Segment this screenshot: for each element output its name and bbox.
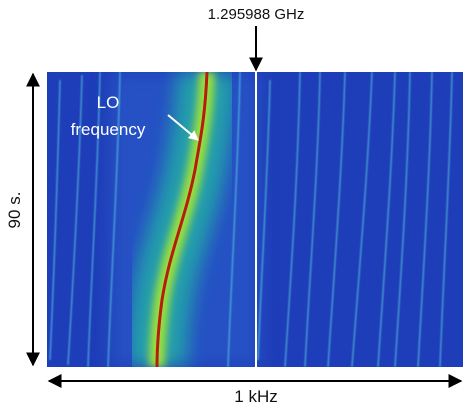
lo-label: LO (97, 93, 120, 112)
lo-trace (155, 72, 209, 367)
spectrogram (47, 72, 463, 367)
lo-arrow (167, 114, 199, 141)
lo-label: frequency (71, 120, 146, 139)
background-traces (49, 72, 453, 367)
marker-label: 1.295988 GHz (208, 6, 305, 23)
frequency-span-label: 1 kHz (234, 387, 277, 406)
time-span-label: 90 s. (5, 192, 24, 229)
